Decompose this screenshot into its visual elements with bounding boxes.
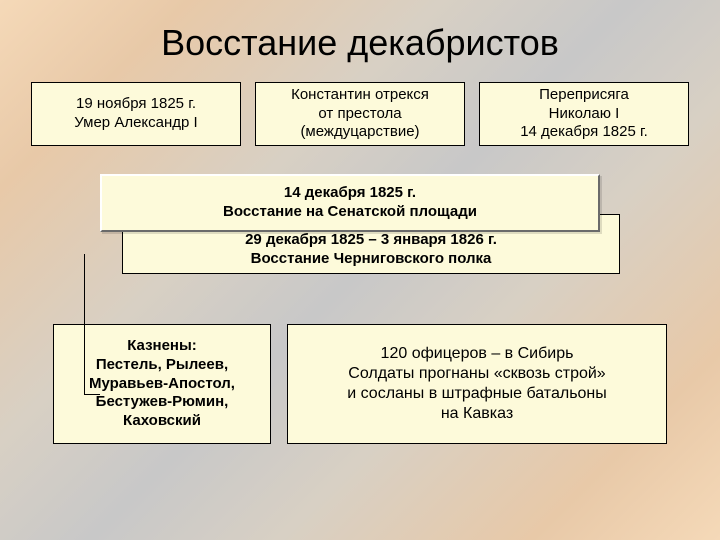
punish-line: на Кавказ	[441, 404, 513, 424]
uprising-line: Восстание Черниговского полка	[251, 250, 492, 269]
event-box-reoath: Переприсяга Николаю I 14 декабря 1825 г.	[479, 82, 689, 146]
uprising-line: 29 декабря 1825 – 3 января 1826 г.	[245, 231, 497, 250]
uprising-line: Восстание на Сенатской площади	[223, 203, 477, 222]
event-line: Николаю I	[549, 105, 620, 124]
event-line: Умер Александр I	[74, 114, 197, 133]
event-line: Константин отрекся	[291, 86, 429, 105]
event-box-abdication: Константин отрекся от престола (междуцар…	[255, 82, 465, 146]
top-row: 19 ноября 1825 г. Умер Александр I Конст…	[0, 82, 720, 146]
event-line: (междуцарствие)	[300, 123, 419, 142]
event-line: 19 ноября 1825 г.	[76, 95, 196, 114]
punish-line: и сосланы в штрафные батальоны	[347, 384, 607, 404]
connector-line	[84, 254, 100, 395]
uprising-line: 14 декабря 1825 г.	[284, 184, 416, 203]
punish-line: 120 офицеров – в Сибирь	[381, 344, 574, 364]
exec-line: Каховский	[123, 412, 201, 431]
page-title: Восстание декабристов	[0, 0, 720, 82]
exec-line: Бестужев-Рюмин,	[96, 393, 229, 412]
event-line: 14 декабря 1825 г.	[520, 123, 648, 142]
event-line: от престола	[318, 105, 401, 124]
uprising-stack: 14 декабря 1825 г. Восстание на Сенатско…	[100, 174, 620, 284]
uprising-senate: 14 декабря 1825 г. Восстание на Сенатско…	[100, 174, 600, 232]
bottom-row: Казнены: Пестель, Рылеев, Муравьев-Апост…	[0, 324, 720, 444]
event-line: Переприсяга	[539, 86, 629, 105]
punishment-box: 120 офицеров – в Сибирь Солдаты прогнаны…	[287, 324, 667, 444]
exec-line: Пестель, Рылеев,	[96, 356, 228, 375]
exec-line: Муравьев-Апостол,	[89, 375, 235, 394]
exec-line: Казнены:	[127, 337, 197, 356]
punish-line: Солдаты прогнаны «сквозь строй»	[348, 364, 605, 384]
event-box-death: 19 ноября 1825 г. Умер Александр I	[31, 82, 241, 146]
